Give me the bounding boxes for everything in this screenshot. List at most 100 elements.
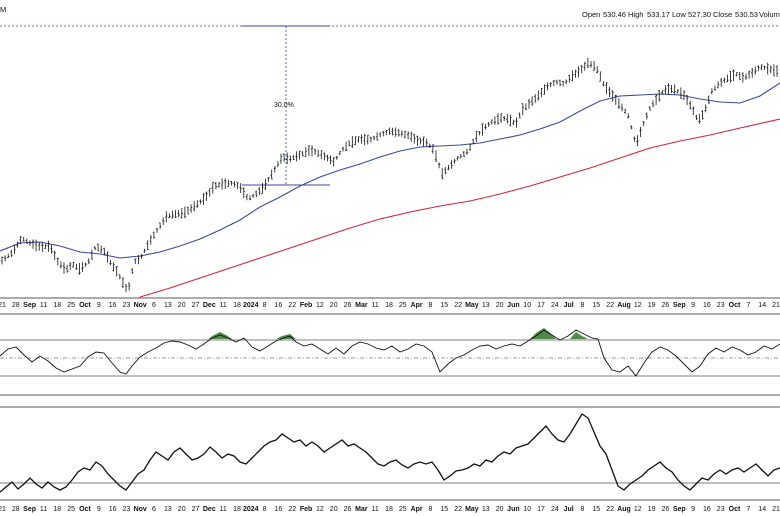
price-bar <box>75 263 78 270</box>
price-bar <box>382 131 385 137</box>
x-axis-tick-label: 20 <box>330 302 338 309</box>
price-bar <box>208 188 211 197</box>
x-axis-tick-label: 26 <box>344 302 352 309</box>
price-bar <box>735 72 738 77</box>
price-bar <box>431 144 435 154</box>
price-bar <box>726 74 729 83</box>
price-bars <box>0 57 779 293</box>
price-bar <box>540 87 543 98</box>
x-axis-tick-label: 9 <box>97 506 101 513</box>
price-bar <box>264 178 267 191</box>
price-bar <box>56 257 59 266</box>
price-bar <box>279 153 283 164</box>
price-bar <box>224 178 227 189</box>
price-bar <box>698 114 701 124</box>
price-bar <box>732 69 735 82</box>
price-bar <box>189 204 193 213</box>
price-bar <box>757 65 760 72</box>
price-bar <box>227 179 230 187</box>
x-axis-tick-label: 7 <box>746 302 750 309</box>
price-bar <box>527 98 531 109</box>
price-bar <box>723 77 726 83</box>
x-axis-tick-label: 15 <box>592 506 600 513</box>
price-bar <box>614 94 617 105</box>
x-axis-tick-label: 21 <box>772 302 780 309</box>
x-axis-tick-label: 9 <box>97 302 101 309</box>
x-axis-tick-label: 23 <box>123 506 131 513</box>
price-bar <box>558 79 562 87</box>
price-bar <box>301 151 304 157</box>
x-axis-lower: 21 28 Sep 11 18 25 Oct 9 16 23 Nov 6 13 20 27 Dec 11 18 20… <box>0 506 780 513</box>
price-bar <box>59 261 63 269</box>
price-bar <box>642 121 645 127</box>
price-bar <box>394 127 397 137</box>
price-bar <box>580 65 583 74</box>
x-axis-tick-label: 9 <box>691 302 695 309</box>
price-bar <box>310 145 314 157</box>
price-bar <box>472 139 475 145</box>
x-axis-tick-label: Oct <box>79 506 91 513</box>
price-bar <box>44 244 47 249</box>
price-bar <box>245 194 249 201</box>
price-bar <box>658 89 661 102</box>
price-bar <box>202 193 205 205</box>
price-bar <box>137 255 140 265</box>
x-axis-tick-label: Feb <box>300 506 312 513</box>
price-bar <box>518 112 521 119</box>
price-bar <box>478 131 481 136</box>
price-bar <box>450 160 453 169</box>
x-axis-tick-label: 2024 <box>243 302 259 309</box>
x-axis-tick-label: 20 <box>178 506 186 513</box>
price-bar <box>313 148 317 155</box>
price-bar <box>620 103 624 112</box>
price-bar <box>410 131 413 142</box>
x-axis-tick-label: 11 <box>372 302 379 309</box>
x-axis-tick-label: Nov <box>134 302 147 309</box>
indicator-panel <box>0 406 780 501</box>
x-axis-tick-label: 16 <box>109 506 117 513</box>
price-bar <box>273 166 276 173</box>
x-axis-tick-label: 18 <box>385 506 393 513</box>
price-bar <box>447 164 450 171</box>
rsi-fill-areas <box>208 328 588 339</box>
price-bar <box>363 133 366 146</box>
price-bar <box>509 114 512 127</box>
price-bar <box>484 123 487 130</box>
close-value: 530.53 <box>735 10 758 19</box>
price-bar <box>695 115 698 121</box>
x-axis-tick-label: 15 <box>592 302 600 309</box>
price-bar <box>323 152 326 161</box>
price-bar <box>682 90 686 100</box>
price-bar <box>639 126 642 137</box>
price-bar <box>127 282 131 291</box>
x-axis-tick-label: 26 <box>344 506 352 513</box>
price-bar <box>462 150 466 157</box>
price-bar <box>506 113 509 124</box>
price-bar <box>552 80 555 87</box>
x-axis-tick-label: 24 <box>551 506 559 513</box>
price-bar <box>38 242 41 251</box>
price-bar <box>416 135 419 146</box>
price-bar <box>676 88 679 94</box>
price-bar <box>155 228 159 233</box>
price-bar <box>729 71 732 83</box>
price-bar <box>84 262 87 267</box>
price-bar <box>143 248 146 253</box>
rsi-line <box>0 329 780 377</box>
price-bar <box>413 133 416 144</box>
x-axis-tick-label: Aug <box>617 506 631 513</box>
price-bar <box>549 82 552 88</box>
price-bar <box>375 132 379 141</box>
price-bar <box>689 100 692 110</box>
x-axis-tick-label: Apr <box>411 302 423 309</box>
price-bar <box>385 130 388 135</box>
price-bar <box>16 241 19 248</box>
x-axis-tick-label: 8 <box>263 302 267 309</box>
price-bar <box>453 159 456 164</box>
open-label: Open <box>582 10 600 19</box>
price-bar <box>233 181 236 188</box>
x-axis-tick-label: 17 <box>537 302 545 309</box>
price-bar <box>115 266 118 277</box>
x-axis-tick-label: 19 <box>648 302 656 309</box>
